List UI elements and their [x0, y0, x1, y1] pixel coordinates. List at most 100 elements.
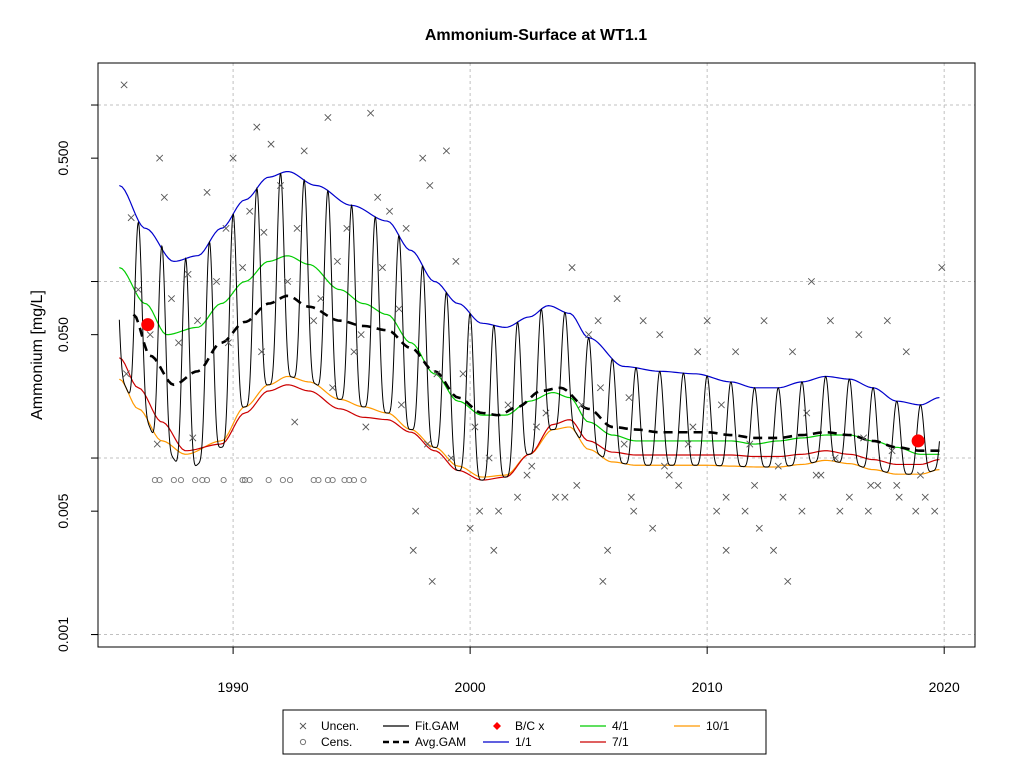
- uncensored-point: [895, 493, 903, 501]
- legend-label: 7/1: [612, 735, 629, 749]
- series-line-avg-gam: [132, 294, 940, 453]
- legend-item: 4/1: [580, 719, 629, 733]
- legend-symbol: [299, 722, 307, 730]
- uncensored-point: [310, 317, 318, 325]
- censored-point: [315, 477, 322, 484]
- uncensored-point: [746, 440, 754, 448]
- uncensored-point: [222, 224, 230, 232]
- uncensored-point: [122, 370, 130, 378]
- censored-point: [324, 477, 331, 484]
- uncensored-point: [812, 471, 820, 479]
- uncensored-point: [329, 384, 337, 392]
- uncensored-point: [732, 348, 740, 356]
- legend-label: 4/1: [612, 719, 629, 733]
- uncensored-point: [402, 224, 410, 232]
- uncensored-point: [167, 295, 175, 303]
- uncensored-point: [845, 493, 853, 501]
- uncensored-point: [212, 278, 221, 286]
- uncensored-point: [774, 462, 782, 470]
- uncensored-point: [864, 507, 872, 515]
- censored-point: [203, 477, 211, 484]
- censored-point: [350, 477, 358, 484]
- uncensored-point: [466, 524, 474, 532]
- uncensored-point: [694, 348, 702, 356]
- uncensored-point: [578, 401, 586, 409]
- series-line-4-1: [119, 255, 940, 455]
- legend-item: 7/1: [580, 735, 629, 749]
- uncensored-point: [523, 471, 531, 479]
- uncensored-point: [324, 113, 332, 121]
- y-tick-label: 0.050: [55, 317, 71, 352]
- uncensored-point: [788, 348, 797, 356]
- uncensored-point: [604, 546, 612, 554]
- uncensored-point: [755, 524, 763, 532]
- legend-label: 10/1: [706, 719, 730, 733]
- uncensored-point: [798, 507, 806, 515]
- uncensored-point: [229, 154, 237, 162]
- legend-label: Fit.GAM: [415, 719, 459, 733]
- legend-label: Avg.GAM: [415, 735, 466, 749]
- uncensored-point: [713, 507, 721, 515]
- uncensored-point: [433, 370, 441, 378]
- uncensored-point: [495, 507, 503, 515]
- uncensored-point: [596, 384, 605, 392]
- plot-frame: [97, 62, 976, 648]
- legend-label: Uncen.: [321, 719, 359, 733]
- uncensored-point: [532, 423, 541, 431]
- uncensored-point: [203, 188, 211, 196]
- uncensored-point: [938, 264, 946, 272]
- y-tick-label: 0.001: [55, 617, 71, 652]
- censored-point: [310, 477, 317, 484]
- uncensored-point: [357, 331, 365, 339]
- uncensored-point: [717, 401, 725, 409]
- uncensored-point: [293, 224, 301, 232]
- uncensored-point: [639, 317, 647, 325]
- uncensored-point: [127, 214, 135, 222]
- legend-item: B/C x: [493, 719, 544, 733]
- legend-item: Fit.GAM: [383, 719, 459, 733]
- legend-box: [282, 709, 767, 755]
- uncensored-point: [620, 440, 628, 448]
- censored-point: [199, 477, 206, 484]
- uncensored-point: [253, 123, 261, 131]
- uncensored-point: [239, 264, 247, 272]
- uncensored-point: [568, 264, 576, 272]
- x-tick-label: 2010: [692, 679, 723, 695]
- censored-point: [177, 477, 185, 484]
- x-tick-label: 2000: [455, 679, 486, 695]
- uncensored-point: [921, 493, 929, 501]
- uncensored-point: [689, 423, 697, 431]
- uncensored-point: [542, 409, 550, 417]
- legend-item: 10/1: [674, 719, 730, 733]
- uncensored-point: [146, 331, 154, 339]
- uncensored-point: [807, 278, 815, 286]
- uncensored-point: [649, 524, 657, 532]
- grid-lines: [98, 63, 975, 647]
- uncensored-point: [276, 181, 285, 190]
- uncensored-point: [409, 546, 417, 554]
- uncensored-point: [442, 147, 450, 155]
- censored-point: [346, 477, 353, 484]
- uncensored-point: [860, 434, 868, 442]
- uncensored-point: [160, 193, 168, 201]
- uncensored-point: [613, 295, 621, 303]
- uncensored-point: [627, 493, 635, 501]
- uncensored-point: [386, 207, 394, 215]
- uncensored-point: [175, 339, 183, 347]
- censored-point: [220, 477, 227, 484]
- uncensored-point: [350, 348, 358, 356]
- uncensored-point: [630, 507, 638, 515]
- uncensored-point: [561, 493, 569, 501]
- uncensored-point: [741, 507, 749, 515]
- censored-point: [241, 477, 249, 484]
- uncensored-point: [916, 471, 925, 479]
- uncensored-point: [428, 577, 436, 585]
- uncensored-point: [883, 317, 891, 325]
- uncensored-point: [594, 317, 602, 325]
- uncensored-point: [770, 546, 778, 554]
- uncensored-point: [902, 348, 910, 356]
- uncensored-point: [485, 454, 493, 462]
- uncensored-point: [784, 577, 792, 585]
- uncensored-point: [912, 507, 920, 515]
